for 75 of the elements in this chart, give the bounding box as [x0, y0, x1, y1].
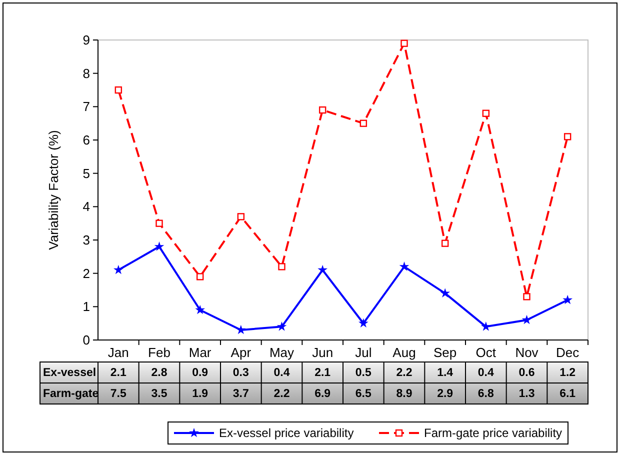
- y-tick-label: 5: [82, 166, 90, 181]
- point: [358, 318, 368, 328]
- legend-label: Ex-vessel price variability: [219, 426, 354, 440]
- y-tick-label: 0: [82, 332, 90, 348]
- x-tick-label: Feb: [148, 345, 170, 360]
- y-tick-label: 6: [82, 132, 90, 148]
- y-axis-title: Variability Factor (%): [46, 130, 61, 250]
- x-tick-label: Sep: [434, 345, 457, 360]
- x-tick-label: Oct: [476, 345, 496, 360]
- x-tick-label: Jul: [355, 345, 372, 360]
- y-tick-label: 8: [82, 66, 90, 81]
- data-label: 0.9: [192, 367, 208, 379]
- data-label: 1.4: [437, 367, 454, 379]
- data-label: 2.2: [274, 388, 290, 400]
- y-tick-label: 7: [82, 99, 90, 114]
- point: [237, 213, 245, 220]
- data-label: 0.4: [478, 367, 495, 379]
- data-label: 3.7: [232, 388, 249, 400]
- data-label: 0.3: [232, 367, 249, 379]
- data-label: 1.3: [518, 388, 535, 400]
- x-tick-label: Apr: [230, 345, 252, 360]
- data-label: 2.1: [110, 367, 128, 379]
- x-tick-label: Jan: [108, 345, 129, 360]
- data-label: 6.8: [478, 388, 495, 400]
- point: [236, 324, 246, 334]
- point: [400, 40, 408, 47]
- point: [154, 241, 164, 251]
- x-tick-label: Nov: [515, 345, 539, 360]
- data-label: 3.5: [151, 388, 168, 400]
- point: [196, 273, 204, 280]
- point: [360, 120, 368, 127]
- point: [522, 314, 532, 324]
- data-label: 1.9: [192, 388, 208, 400]
- x-tick-label: Aug: [392, 345, 416, 360]
- point: [114, 264, 124, 274]
- x-tick-label: Mar: [188, 345, 212, 360]
- data-label: 2.8: [151, 367, 168, 379]
- x-tick-label: Jun: [312, 345, 334, 360]
- point: [440, 288, 450, 298]
- y-tick-label: 3: [82, 232, 90, 248]
- y-tick-label: 4: [82, 199, 90, 214]
- data-label: 0.4: [274, 367, 290, 379]
- data-label: 2.9: [437, 388, 454, 400]
- data-label: 0.5: [355, 367, 372, 379]
- data-label: 7.5: [110, 388, 128, 400]
- data-label: 6.1: [560, 388, 576, 400]
- data-label: 2.2: [396, 367, 412, 379]
- text: Ex-vessel: [43, 367, 96, 379]
- point: [318, 106, 326, 114]
- data-label: 0.6: [518, 367, 535, 379]
- x-tick-label: May: [269, 345, 295, 360]
- data-label: 8.9: [396, 388, 412, 400]
- point: [564, 133, 572, 140]
- point: [482, 110, 490, 117]
- point: [156, 220, 163, 227]
- y-tick-label: 9: [82, 32, 90, 48]
- data-label: 6.9: [314, 388, 331, 400]
- point: [399, 261, 410, 271]
- text: Farm-gate: [43, 388, 99, 400]
- legend-label: Farm-gate price variability: [424, 426, 562, 440]
- point: [562, 294, 572, 304]
- point: [114, 86, 122, 94]
- y-tick-label: 1: [82, 299, 90, 314]
- point: [318, 264, 328, 274]
- point: [523, 293, 530, 300]
- point: [441, 240, 449, 247]
- data-label: 2.1: [314, 367, 332, 379]
- y-tick-label: 2: [82, 266, 90, 281]
- point: [278, 263, 286, 270]
- point: [276, 321, 287, 331]
- point: [481, 321, 491, 331]
- data-label: 6.5: [355, 388, 372, 400]
- point: [195, 304, 205, 314]
- x-tick-label: Dec: [556, 345, 580, 360]
- data-label: 1.2: [560, 367, 576, 379]
